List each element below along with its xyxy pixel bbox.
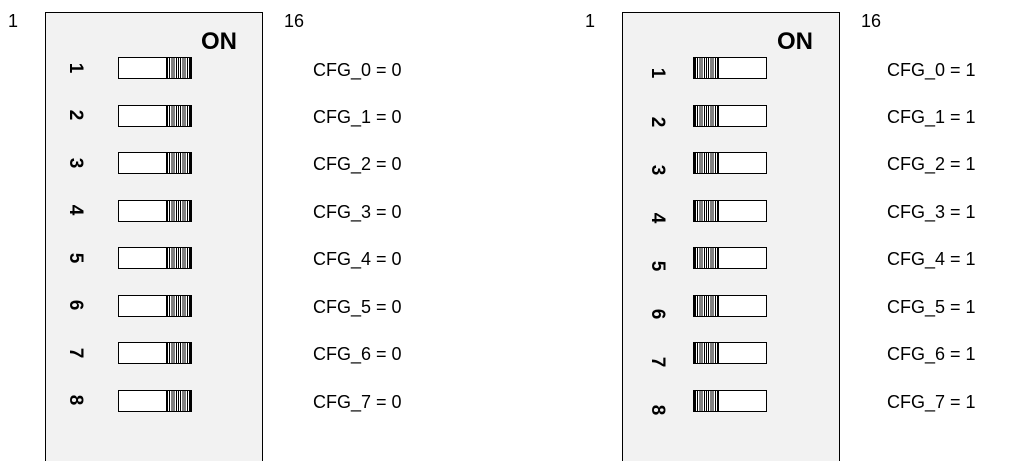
left-switch-2-knob[interactable] — [166, 106, 191, 126]
left-cfg-5-label: CFG_5 = 0 — [313, 297, 402, 317]
left-switch-3[interactable] — [118, 152, 192, 174]
left-switch-number-6: 6 — [65, 299, 86, 311]
left-switch-body — [45, 12, 263, 461]
left-switch-6[interactable] — [118, 295, 192, 317]
left-switch-6-knob[interactable] — [166, 296, 191, 316]
right-pin-1-label: 1 — [585, 11, 596, 31]
right-switch-2-knob[interactable] — [694, 106, 719, 126]
left-switch-8-knob[interactable] — [166, 391, 191, 411]
left-switch-7[interactable] — [118, 342, 192, 364]
right-cfg-1-label: CFG_1 = 1 — [887, 107, 976, 127]
left-switch-number-8: 8 — [65, 394, 86, 406]
right-cfg-4-label: CFG_4 = 1 — [887, 249, 976, 269]
left-switch-8[interactable] — [118, 390, 192, 412]
left-switch-number-5: 5 — [65, 252, 86, 264]
left-cfg-4-label: CFG_4 = 0 — [313, 249, 402, 269]
right-switch-6-knob[interactable] — [694, 296, 719, 316]
right-switch-8-knob[interactable] — [694, 391, 719, 411]
right-cfg-5-label: CFG_5 = 1 — [887, 297, 976, 317]
left-switch-3-knob[interactable] — [166, 153, 191, 173]
right-switch-5[interactable] — [693, 247, 767, 269]
right-switch-body — [622, 12, 840, 461]
left-pin-16-label: 16 — [284, 11, 305, 31]
left-switch-number-1: 1 — [65, 62, 86, 74]
left-cfg-7-label: CFG_7 = 0 — [313, 392, 402, 412]
right-switch-number-6: 6 — [647, 308, 668, 320]
left-switch-4[interactable] — [118, 200, 192, 222]
right-cfg-0-label: CFG_0 = 1 — [887, 60, 976, 80]
left-switch-4-knob[interactable] — [166, 201, 191, 221]
left-on-label: ON — [201, 28, 237, 55]
right-switch-number-1: 1 — [647, 67, 668, 79]
right-switch-1-knob[interactable] — [694, 58, 719, 78]
right-switch-1[interactable] — [693, 57, 767, 79]
right-switch-4[interactable] — [693, 200, 767, 222]
right-switch-number-5: 5 — [647, 260, 668, 272]
left-cfg-2-label: CFG_2 = 0 — [313, 154, 402, 174]
left-switch-number-3: 3 — [65, 157, 86, 169]
right-cfg-2-label: CFG_2 = 1 — [887, 154, 976, 174]
left-switch-5[interactable] — [118, 247, 192, 269]
left-cfg-6-label: CFG_6 = 0 — [313, 344, 402, 364]
left-pin-1-label: 1 — [8, 11, 19, 31]
right-switch-6[interactable] — [693, 295, 767, 317]
right-switch-number-3: 3 — [647, 164, 668, 176]
right-switch-8[interactable] — [693, 390, 767, 412]
right-switch-number-2: 2 — [647, 116, 668, 128]
left-cfg-3-label: CFG_3 = 0 — [313, 202, 402, 222]
right-switch-5-knob[interactable] — [694, 248, 719, 268]
right-switch-number-8: 8 — [647, 404, 668, 416]
right-switch-4-knob[interactable] — [694, 201, 719, 221]
right-cfg-6-label: CFG_6 = 1 — [887, 344, 976, 364]
right-switch-3[interactable] — [693, 152, 767, 174]
left-switch-1[interactable] — [118, 57, 192, 79]
left-cfg-0-label: CFG_0 = 0 — [313, 60, 402, 80]
right-on-label: ON — [777, 28, 813, 55]
right-switch-7[interactable] — [693, 342, 767, 364]
right-switch-2[interactable] — [693, 105, 767, 127]
left-switch-5-knob[interactable] — [166, 248, 191, 268]
right-switch-7-knob[interactable] — [694, 343, 719, 363]
left-switch-1-knob[interactable] — [166, 58, 191, 78]
right-switch-number-4: 4 — [647, 212, 668, 224]
left-switch-number-4: 4 — [65, 204, 86, 216]
right-pin-16-label: 16 — [861, 11, 882, 31]
left-switch-number-7: 7 — [65, 347, 86, 359]
right-switch-3-knob[interactable] — [694, 153, 719, 173]
left-switch-number-2: 2 — [65, 109, 86, 121]
right-switch-number-7: 7 — [647, 356, 668, 368]
right-cfg-3-label: CFG_3 = 1 — [887, 202, 976, 222]
left-cfg-1-label: CFG_1 = 0 — [313, 107, 402, 127]
right-cfg-7-label: CFG_7 = 1 — [887, 392, 976, 412]
left-switch-2[interactable] — [118, 105, 192, 127]
left-switch-7-knob[interactable] — [166, 343, 191, 363]
